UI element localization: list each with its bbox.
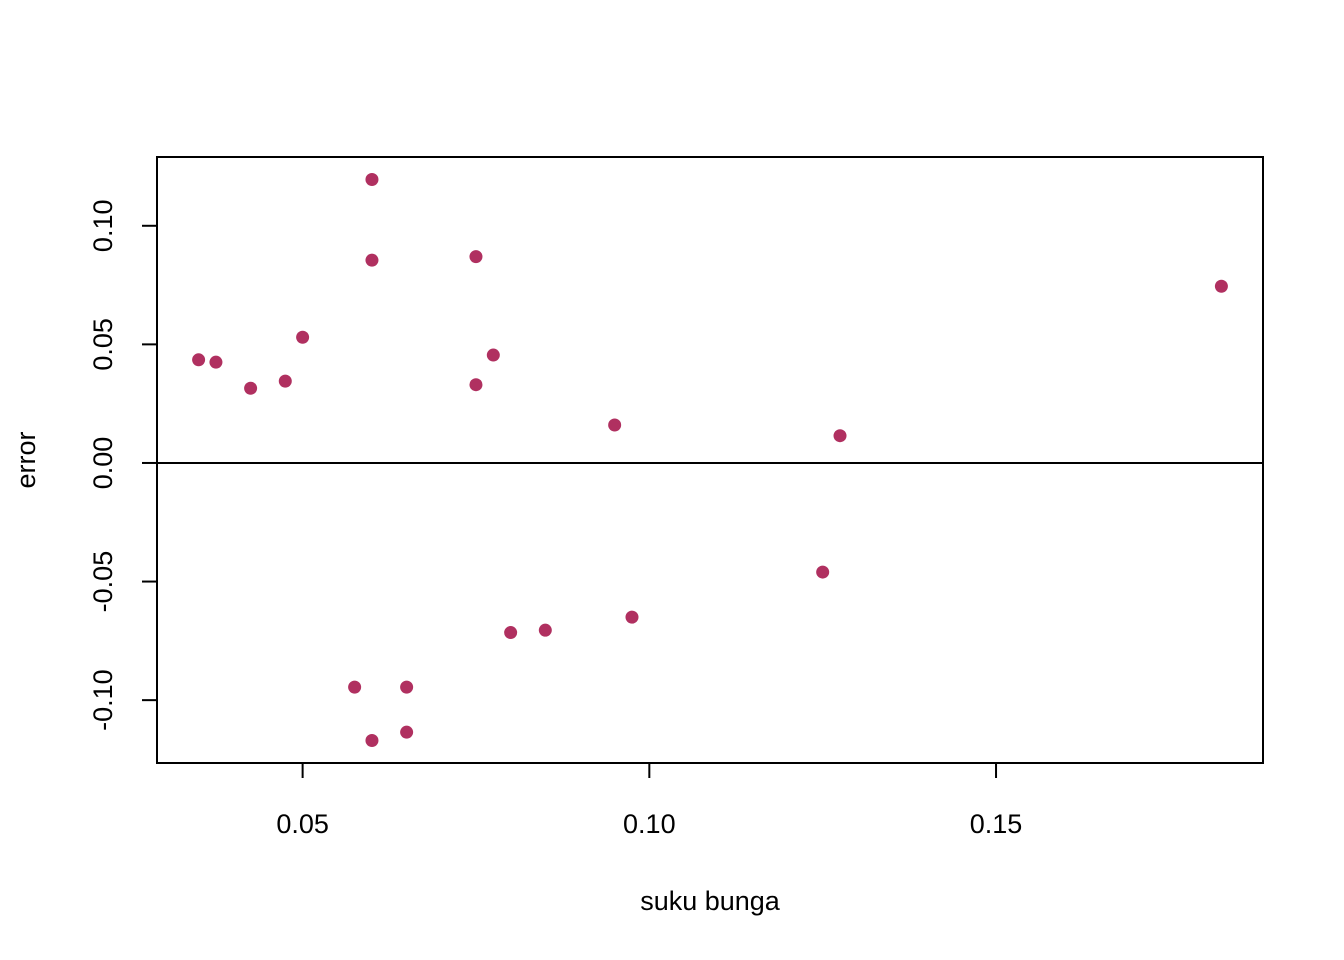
data-point — [348, 680, 362, 694]
data-point — [365, 173, 379, 187]
data-point — [504, 626, 518, 640]
data-point — [833, 429, 847, 443]
data-point — [400, 680, 414, 694]
data-point — [365, 253, 379, 267]
data-point — [816, 565, 830, 579]
data-point — [400, 725, 414, 739]
data-point — [192, 353, 206, 367]
x-axis-title: suku bunga — [640, 886, 781, 916]
x-tick-label: 0.05 — [276, 809, 329, 839]
data-point — [244, 381, 258, 395]
y-tick-label: 0.05 — [88, 318, 118, 371]
y-tick-label: -0.10 — [88, 669, 118, 731]
y-tick-label: -0.05 — [88, 551, 118, 613]
data-point — [469, 378, 483, 392]
y-tick-label: 0.00 — [88, 437, 118, 490]
data-point — [209, 355, 223, 369]
data-point — [1214, 279, 1228, 293]
y-tick-label: 0.10 — [88, 200, 118, 253]
data-point — [365, 733, 379, 747]
y-axis-title: error — [11, 431, 41, 488]
x-axis: 0.05 0.10 0.15 — [276, 762, 1023, 839]
data-point — [469, 250, 483, 264]
data-point — [486, 348, 500, 362]
data-point — [278, 374, 292, 388]
data-point — [538, 623, 552, 637]
y-axis: -0.10 -0.05 0.00 0.05 0.10 — [88, 200, 158, 731]
data-point — [608, 418, 622, 432]
x-tick-label: 0.10 — [623, 809, 676, 839]
points-layer — [192, 173, 1228, 747]
data-point — [625, 610, 639, 624]
data-point — [296, 330, 310, 344]
x-tick-label: 0.15 — [970, 809, 1023, 839]
